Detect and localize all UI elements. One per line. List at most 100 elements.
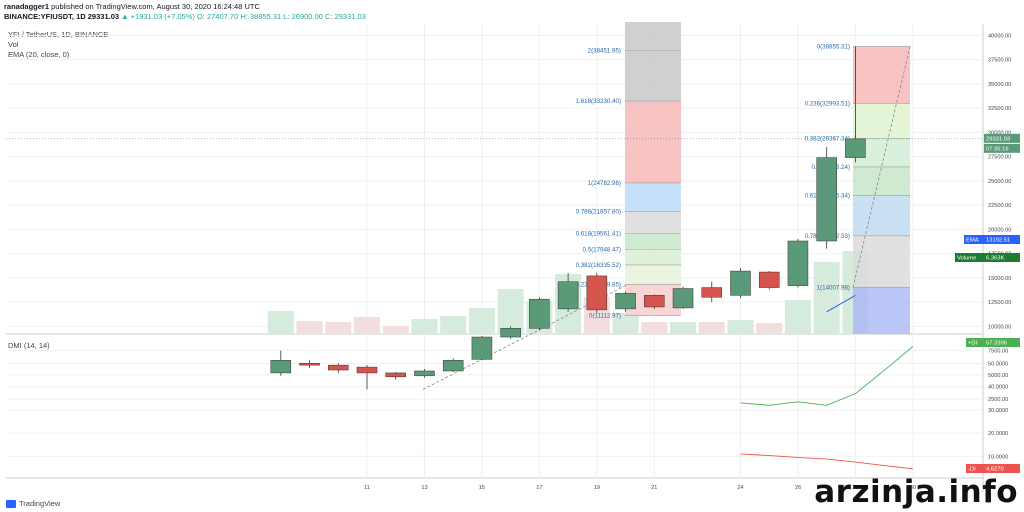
price-tick-label: 37500.00 bbox=[988, 58, 1011, 64]
dmi-legend[interactable]: DMI (14, 14) bbox=[8, 341, 50, 350]
dmi-tick-label: 20.0000 bbox=[988, 431, 1008, 437]
dmi-tick-label: 30.0000 bbox=[988, 408, 1008, 414]
time-tick-label: 21 bbox=[651, 485, 657, 491]
candle-body bbox=[557, 281, 579, 310]
plus-di-badge-label: +DI bbox=[968, 341, 978, 347]
time-tick-label: 28 bbox=[852, 485, 858, 491]
time-badge-value-bg bbox=[984, 143, 1020, 153]
time-tick-label: 24 bbox=[737, 485, 743, 491]
price-tick-label: 12500.00 bbox=[988, 300, 1011, 306]
fib-left-label: 0.382(16335.52) bbox=[576, 262, 621, 269]
volume-badge: Volume 6.363K bbox=[955, 253, 1020, 262]
minus-di-badge-label-bg bbox=[966, 464, 984, 473]
time-tick-label: 19 bbox=[594, 485, 600, 491]
plus-di-line bbox=[740, 346, 914, 406]
ema-badge-value-bg bbox=[984, 235, 1020, 244]
candle-body bbox=[500, 328, 521, 338]
fib-left-zone bbox=[625, 233, 681, 250]
price-tick-label: 15000.00 bbox=[988, 276, 1011, 282]
volume-bar bbox=[813, 262, 840, 334]
price-badge: 29331.03 bbox=[984, 133, 1020, 143]
volume-badge-label-bg bbox=[955, 253, 984, 262]
publish-text: published on TradingView.com, August 30,… bbox=[51, 2, 260, 11]
candle-body bbox=[701, 287, 723, 298]
minus-di-line bbox=[740, 453, 913, 470]
volume-bar bbox=[267, 311, 294, 334]
fib-left-zone bbox=[625, 249, 681, 265]
minus-di-badge-value-bg bbox=[984, 464, 1020, 473]
volume-bar bbox=[784, 300, 811, 334]
price-tick-label: 27500.00 bbox=[988, 155, 1011, 161]
candle-body bbox=[730, 270, 751, 296]
volume-bar bbox=[411, 319, 438, 334]
candle-body bbox=[615, 293, 636, 310]
publish-line: ranadagger1 published on TradingView.com… bbox=[4, 2, 260, 11]
price-tick-label: 10000.00 bbox=[988, 324, 1011, 330]
fib-left-zone bbox=[625, 211, 681, 234]
price-tick-label: 35000.00 bbox=[988, 82, 1011, 88]
plus-di-badge-value: 57.3396 bbox=[986, 341, 1007, 347]
candle-body bbox=[442, 360, 464, 372]
fib-left-zone-top bbox=[625, 22, 681, 51]
time-badge: 07:35:16 bbox=[984, 143, 1020, 153]
symbol-line: BINANCE:YFIUSDT, 1D 29331.03 bbox=[4, 12, 120, 21]
watermark: arzinja.info bbox=[814, 474, 1018, 510]
candle-body bbox=[787, 240, 809, 286]
price-badge-value-bg bbox=[984, 133, 1020, 143]
price-tick-label: 5000.00 bbox=[988, 373, 1008, 379]
volume-bar bbox=[325, 322, 352, 334]
tradingview-icon bbox=[6, 499, 16, 508]
candle-body bbox=[328, 364, 349, 371]
volume-bar bbox=[354, 317, 380, 334]
ema-badge: EMA 13192.51 bbox=[964, 235, 1020, 244]
time-tick-label: 15 bbox=[479, 485, 485, 491]
price-change: ▲ +1931.03 (+7.05%) bbox=[121, 12, 195, 21]
volume-bar bbox=[756, 323, 783, 334]
candle-body bbox=[471, 336, 493, 360]
price-tick-label: 25000.00 bbox=[988, 179, 1011, 185]
fib-left-label: 0.5(17948.47) bbox=[582, 246, 621, 253]
minus-di-badge: -DI 4.6270 bbox=[966, 464, 1020, 473]
price-tick-label: 32500.00 bbox=[988, 106, 1011, 112]
candle-body bbox=[845, 138, 866, 158]
price-tick-label: 20000.00 bbox=[988, 227, 1011, 233]
fib-right-label: 1(14007.98) bbox=[817, 284, 850, 291]
fib-left-label: 1(24782.96) bbox=[588, 180, 621, 187]
plus-di-badge-value-bg bbox=[984, 338, 1020, 347]
fib-left-zone bbox=[625, 101, 681, 183]
price-tick-label: 22500.00 bbox=[988, 203, 1011, 209]
volume-bar bbox=[727, 320, 754, 334]
fib-left-label: 2(38451.95) bbox=[588, 47, 621, 54]
volume-badge-value: 6.363K bbox=[986, 256, 1005, 262]
symbol-legend[interactable]: YFI / TetherUS, 1D, BINANCE bbox=[8, 30, 109, 39]
ema-badge-label: EMA bbox=[966, 238, 979, 244]
time-tick-label: 17 bbox=[536, 485, 542, 491]
tradingview-logo[interactable]: TradingView bbox=[6, 499, 60, 508]
minus-di-badge-value: 4.6270 bbox=[986, 467, 1004, 473]
volume-badge-label: Volume bbox=[957, 256, 976, 262]
volume-bar bbox=[296, 321, 323, 334]
candle-body bbox=[299, 362, 320, 366]
fib-right-zone-bottom bbox=[853, 287, 910, 334]
volume-badge-value-bg bbox=[984, 253, 1020, 262]
fib-right-zone bbox=[853, 166, 910, 196]
time-tick-label: 13 bbox=[421, 485, 427, 491]
minus-di-badge-label: -DI bbox=[968, 467, 976, 473]
candle-body bbox=[758, 271, 780, 288]
volume-bar bbox=[670, 322, 697, 334]
price-tick-label: 40000.00 bbox=[988, 33, 1011, 39]
fib-left-zone bbox=[625, 264, 681, 285]
dmi-tick-label: 50.0000 bbox=[988, 362, 1008, 368]
time-tick-label: 11 bbox=[364, 485, 370, 491]
fib-right-label: 0(38855.31) bbox=[817, 43, 850, 50]
price-tick-label: 2500.00 bbox=[988, 397, 1008, 403]
ema-line bbox=[826, 294, 856, 313]
candle-body bbox=[816, 157, 837, 242]
vol-legend[interactable]: Vol bbox=[8, 40, 19, 49]
candle-body bbox=[270, 360, 292, 374]
fib-left-label: 0.618(19561.41) bbox=[576, 231, 621, 238]
ema-legend[interactable]: EMA (20, close, 0) bbox=[8, 50, 70, 59]
plus-di-badge-label-bg bbox=[966, 338, 984, 347]
dmi-tick-label: 40.0000 bbox=[988, 385, 1008, 391]
